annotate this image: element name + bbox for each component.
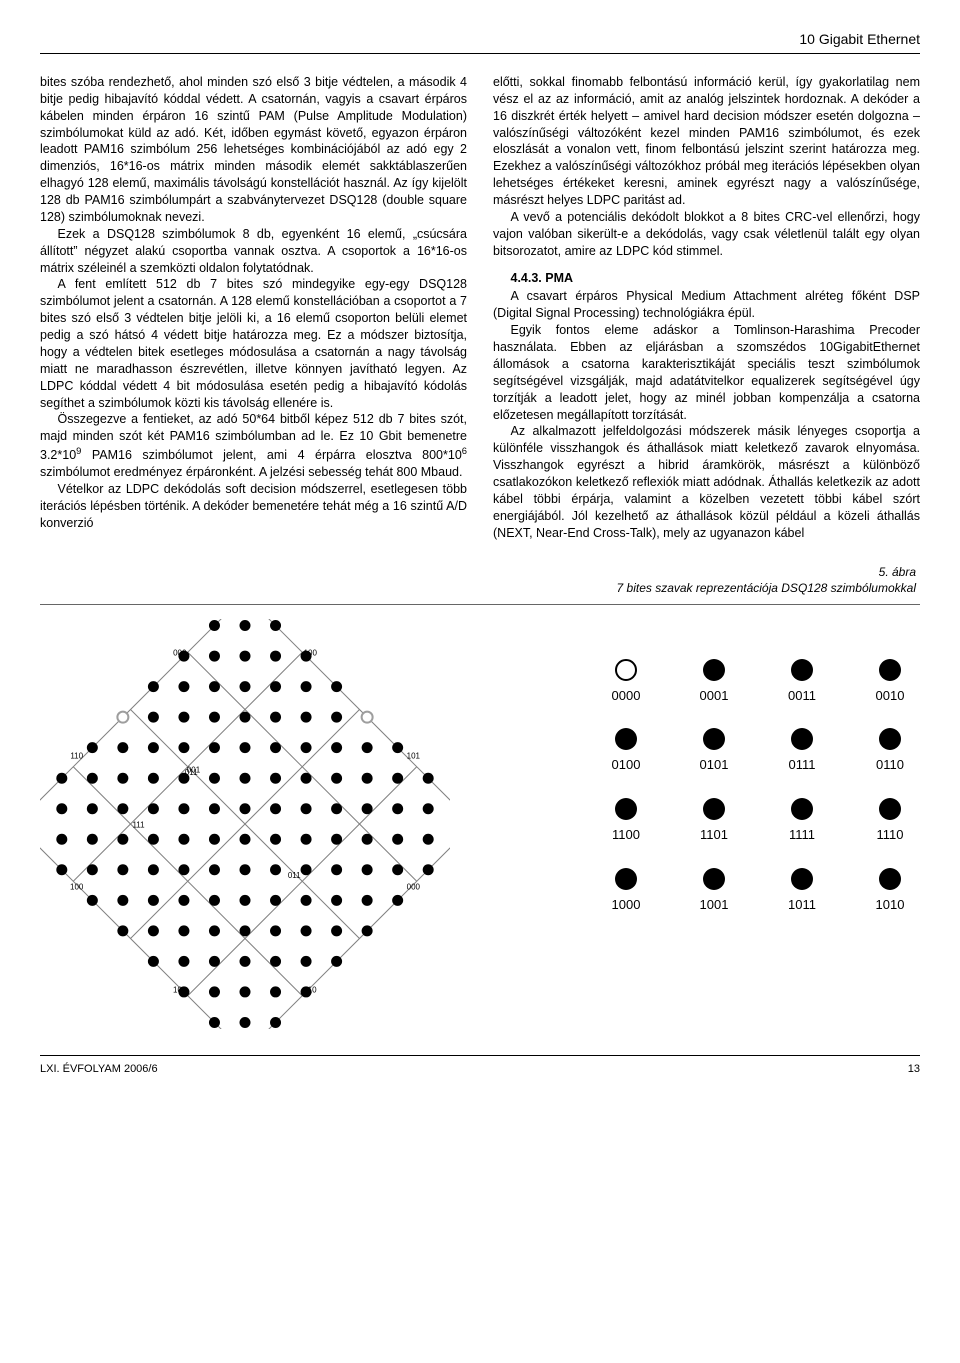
code-label: 1000 (596, 896, 656, 914)
code-label: 1101 (684, 826, 744, 844)
dot-filled-icon (879, 868, 901, 890)
dot-filled-icon (703, 798, 725, 820)
code-label: 0000 (596, 687, 656, 705)
code-label: 1111 (772, 826, 832, 844)
code-label: 1100 (596, 826, 656, 844)
figure-5: 5. ábra 7 bites szavak reprezentációja D… (40, 564, 920, 1029)
dot-open-icon (615, 659, 637, 681)
code-cell: 0111 (772, 728, 832, 774)
code-row: 1100 1101 1111 1110 (596, 798, 920, 844)
svg-text:110: 110 (304, 985, 317, 994)
dot-filled-icon (703, 868, 725, 890)
code-row: 1000 1001 1011 1010 (596, 868, 920, 914)
code-label: 1110 (860, 826, 920, 844)
code-cell: 1000 (596, 868, 656, 914)
code-cell: 1101 (684, 798, 744, 844)
svg-text:000: 000 (173, 649, 187, 658)
code-cell: 0011 (772, 659, 832, 705)
page-footer: LXI. ÉVFOLYAM 2006/6 13 (40, 1055, 920, 1077)
left-p4-post: szimbólumot eredményez érpáronként. A je… (40, 465, 462, 479)
code-label: 0101 (684, 756, 744, 774)
heading-443: 4.4.3. PMA (511, 270, 921, 287)
dot-filled-icon (791, 798, 813, 820)
left-p5: Vételkor az LDPC dekódolás soft decision… (40, 481, 467, 532)
svg-text:111: 111 (132, 820, 145, 829)
left-p4-mid: PAM16 szimbólumot jelent, ami 4 érpárra … (81, 448, 461, 462)
dot-filled-icon (615, 728, 637, 750)
footer-page-number: 13 (908, 1062, 920, 1077)
constellation-diagram: 100101000001000011011110111110100101 (40, 619, 450, 1029)
code-label: 0010 (860, 687, 920, 705)
code-cell: 0000 (596, 659, 656, 705)
right-p1: előtti, sokkal finomabb felbontású infor… (493, 74, 920, 209)
text-columns: bites szóba rendezhető, ahol minden szó … (40, 74, 920, 542)
code-cell: 0110 (860, 728, 920, 774)
svg-text:100: 100 (304, 649, 318, 658)
left-p3: A fent említett 512 db 7 bites szó minde… (40, 276, 467, 411)
figure-title: 7 bites szavak reprezentációja DSQ128 sz… (617, 581, 916, 595)
dot-filled-icon (791, 868, 813, 890)
left-column: bites szóba rendezhető, ahol minden szó … (40, 74, 467, 542)
code-cell: 0010 (860, 659, 920, 705)
code-label: 0111 (772, 756, 832, 774)
code-cell: 1111 (772, 798, 832, 844)
dot-filled-icon (615, 798, 637, 820)
svg-text:011: 011 (185, 768, 198, 777)
right-p4: Egyik fontos eleme adáskor a Tomlinson-H… (493, 322, 920, 423)
svg-text:011: 011 (288, 871, 301, 880)
code-row: 0100 0101 0111 0110 (596, 728, 920, 774)
right-p2: A vevő a potenciális dekódolt blokkot a … (493, 209, 920, 260)
code-cell: 0101 (684, 728, 744, 774)
svg-text:101: 101 (173, 985, 187, 994)
svg-text:100: 100 (70, 882, 84, 891)
right-p3: A csavart érpáros Physical Medium Attach… (493, 288, 920, 322)
code-grid: 0000 0001 0011 0010 0100 0101 0111 0110 1100 1101… (596, 659, 920, 937)
code-cell: 1011 (772, 868, 832, 914)
dot-filled-icon (615, 868, 637, 890)
code-label: 0001 (684, 687, 744, 705)
dot-filled-icon (879, 728, 901, 750)
figure-caption: 5. ábra 7 bites szavak reprezentációja D… (40, 564, 920, 596)
footer-left: LXI. ÉVFOLYAM 2006/6 (40, 1062, 158, 1077)
code-label: 0011 (772, 687, 832, 705)
dot-filled-icon (703, 728, 725, 750)
dot-filled-icon (791, 728, 813, 750)
code-cell: 1100 (596, 798, 656, 844)
dot-filled-icon (791, 659, 813, 681)
left-p4: Összegezve a fentieket, az adó 50*64 bit… (40, 411, 467, 481)
code-cell: 1001 (684, 868, 744, 914)
code-cell: 0100 (596, 728, 656, 774)
code-cell: 0001 (684, 659, 744, 705)
left-p1: bites szóba rendezhető, ahol minden szó … (40, 74, 467, 226)
code-label: 0100 (596, 756, 656, 774)
figure-number: 5. ábra (879, 565, 916, 579)
svg-text:110: 110 (70, 752, 83, 761)
dot-filled-icon (879, 798, 901, 820)
code-label: 1010 (860, 896, 920, 914)
code-label: 1001 (684, 896, 744, 914)
dot-filled-icon (703, 659, 725, 681)
code-label: 0110 (860, 756, 920, 774)
left-p2: Ezek a DSQ128 szimbólumok 8 db, egyenkén… (40, 226, 467, 277)
svg-text:000: 000 (407, 882, 421, 891)
dot-filled-icon (879, 659, 901, 681)
running-head: 10 Gigabit Ethernet (40, 30, 920, 54)
code-cell: 1110 (860, 798, 920, 844)
code-row: 0000 0001 0011 0010 (596, 659, 920, 705)
left-p4-sup2: 6 (462, 446, 467, 456)
code-label: 1011 (772, 896, 832, 914)
code-cell: 1010 (860, 868, 920, 914)
right-column: előtti, sokkal finomabb felbontású infor… (493, 74, 920, 542)
svg-text:101: 101 (407, 752, 421, 761)
right-p5: Az alkalmazott jelfeldolgozási módszerek… (493, 423, 920, 541)
